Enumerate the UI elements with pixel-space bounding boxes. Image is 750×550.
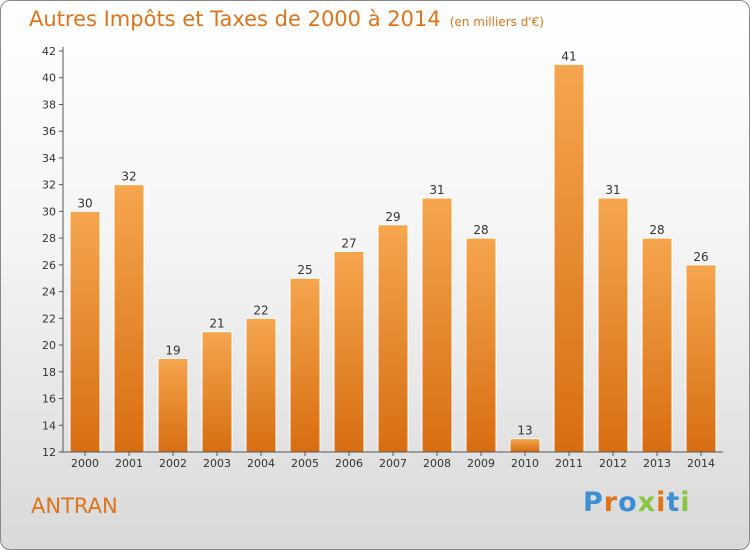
bar bbox=[245, 317, 277, 453]
y-tick-label: 36 bbox=[42, 125, 56, 138]
x-tick-label: 2012 bbox=[599, 457, 627, 470]
bar bbox=[465, 237, 497, 453]
data-label: 30 bbox=[77, 196, 92, 210]
y-tick-label: 32 bbox=[42, 179, 56, 192]
x-tick-label: 2004 bbox=[247, 457, 275, 470]
y-tick-label: 12 bbox=[42, 446, 56, 459]
x-tick-label: 2000 bbox=[71, 457, 99, 470]
y-tick-label: 28 bbox=[42, 232, 56, 245]
y-tick-label: 20 bbox=[42, 339, 56, 352]
data-label: 19 bbox=[165, 343, 180, 357]
data-label: 41 bbox=[561, 49, 576, 63]
bar bbox=[289, 277, 321, 453]
bar bbox=[553, 63, 585, 453]
x-tick-label: 2006 bbox=[335, 457, 363, 470]
chart-title: Autres Impôts et Taxes de 2000 à 2014 (e… bbox=[29, 7, 544, 31]
bar bbox=[69, 210, 101, 453]
logo-letter: t bbox=[666, 487, 681, 518]
title-text: Autres Impôts et Taxes de 2000 à 2014 bbox=[29, 7, 441, 31]
data-label: 32 bbox=[121, 170, 136, 184]
commune-name: ANTRAN bbox=[31, 494, 118, 518]
x-tick-label: 2001 bbox=[115, 457, 143, 470]
y-tick-label: 40 bbox=[42, 72, 56, 85]
data-label: 26 bbox=[693, 250, 708, 264]
logo-letter: P bbox=[583, 487, 604, 518]
bar bbox=[333, 251, 365, 453]
y-tick-label: 38 bbox=[42, 98, 56, 111]
x-tick-label: 2013 bbox=[643, 457, 671, 470]
data-label: 22 bbox=[253, 303, 268, 317]
data-label: 13 bbox=[517, 424, 532, 438]
bar bbox=[157, 357, 189, 453]
x-tick-label: 2003 bbox=[203, 457, 231, 470]
bar bbox=[509, 438, 541, 453]
y-tick-label: 26 bbox=[42, 259, 56, 272]
bar bbox=[421, 197, 453, 453]
logo-letter: i bbox=[656, 487, 667, 518]
y-tick-label: 14 bbox=[42, 419, 56, 432]
data-label: 29 bbox=[385, 210, 400, 224]
logo-letter: x bbox=[637, 487, 657, 518]
y-tick-label: 22 bbox=[42, 312, 56, 325]
bar bbox=[201, 331, 233, 453]
x-tick-label: 2009 bbox=[467, 457, 495, 470]
x-tick-label: 2011 bbox=[555, 457, 583, 470]
data-label: 27 bbox=[341, 237, 356, 251]
bar bbox=[597, 197, 629, 453]
logo-letter: r bbox=[603, 487, 619, 518]
y-tick-label: 18 bbox=[42, 366, 56, 379]
x-tick-label: 2008 bbox=[423, 457, 451, 470]
y-tick-label: 34 bbox=[42, 152, 56, 165]
x-tick-label: 2007 bbox=[379, 457, 407, 470]
y-tick-label: 16 bbox=[42, 393, 56, 406]
y-tick-label: 42 bbox=[42, 45, 56, 58]
bar bbox=[113, 184, 145, 453]
unit-text: (en milliers d'€) bbox=[449, 15, 544, 29]
bar bbox=[377, 224, 409, 453]
data-label: 28 bbox=[649, 223, 664, 237]
data-label: 31 bbox=[429, 183, 444, 197]
data-label: 21 bbox=[209, 317, 224, 331]
bar bbox=[685, 264, 717, 453]
x-tick-label: 2010 bbox=[511, 457, 539, 470]
proxiti-logo: Proxiti bbox=[583, 487, 691, 518]
data-label: 25 bbox=[297, 263, 312, 277]
data-label: 31 bbox=[605, 183, 620, 197]
data-label: 28 bbox=[473, 223, 488, 237]
x-tick-label: 2002 bbox=[159, 457, 187, 470]
bar bbox=[641, 237, 673, 453]
y-tick-label: 30 bbox=[42, 205, 56, 218]
logo-letter: o bbox=[618, 487, 638, 518]
x-tick-label: 2014 bbox=[687, 457, 715, 470]
x-tick-label: 2005 bbox=[291, 457, 319, 470]
y-tick-label: 24 bbox=[42, 286, 56, 299]
logo-letter: i bbox=[680, 487, 691, 518]
